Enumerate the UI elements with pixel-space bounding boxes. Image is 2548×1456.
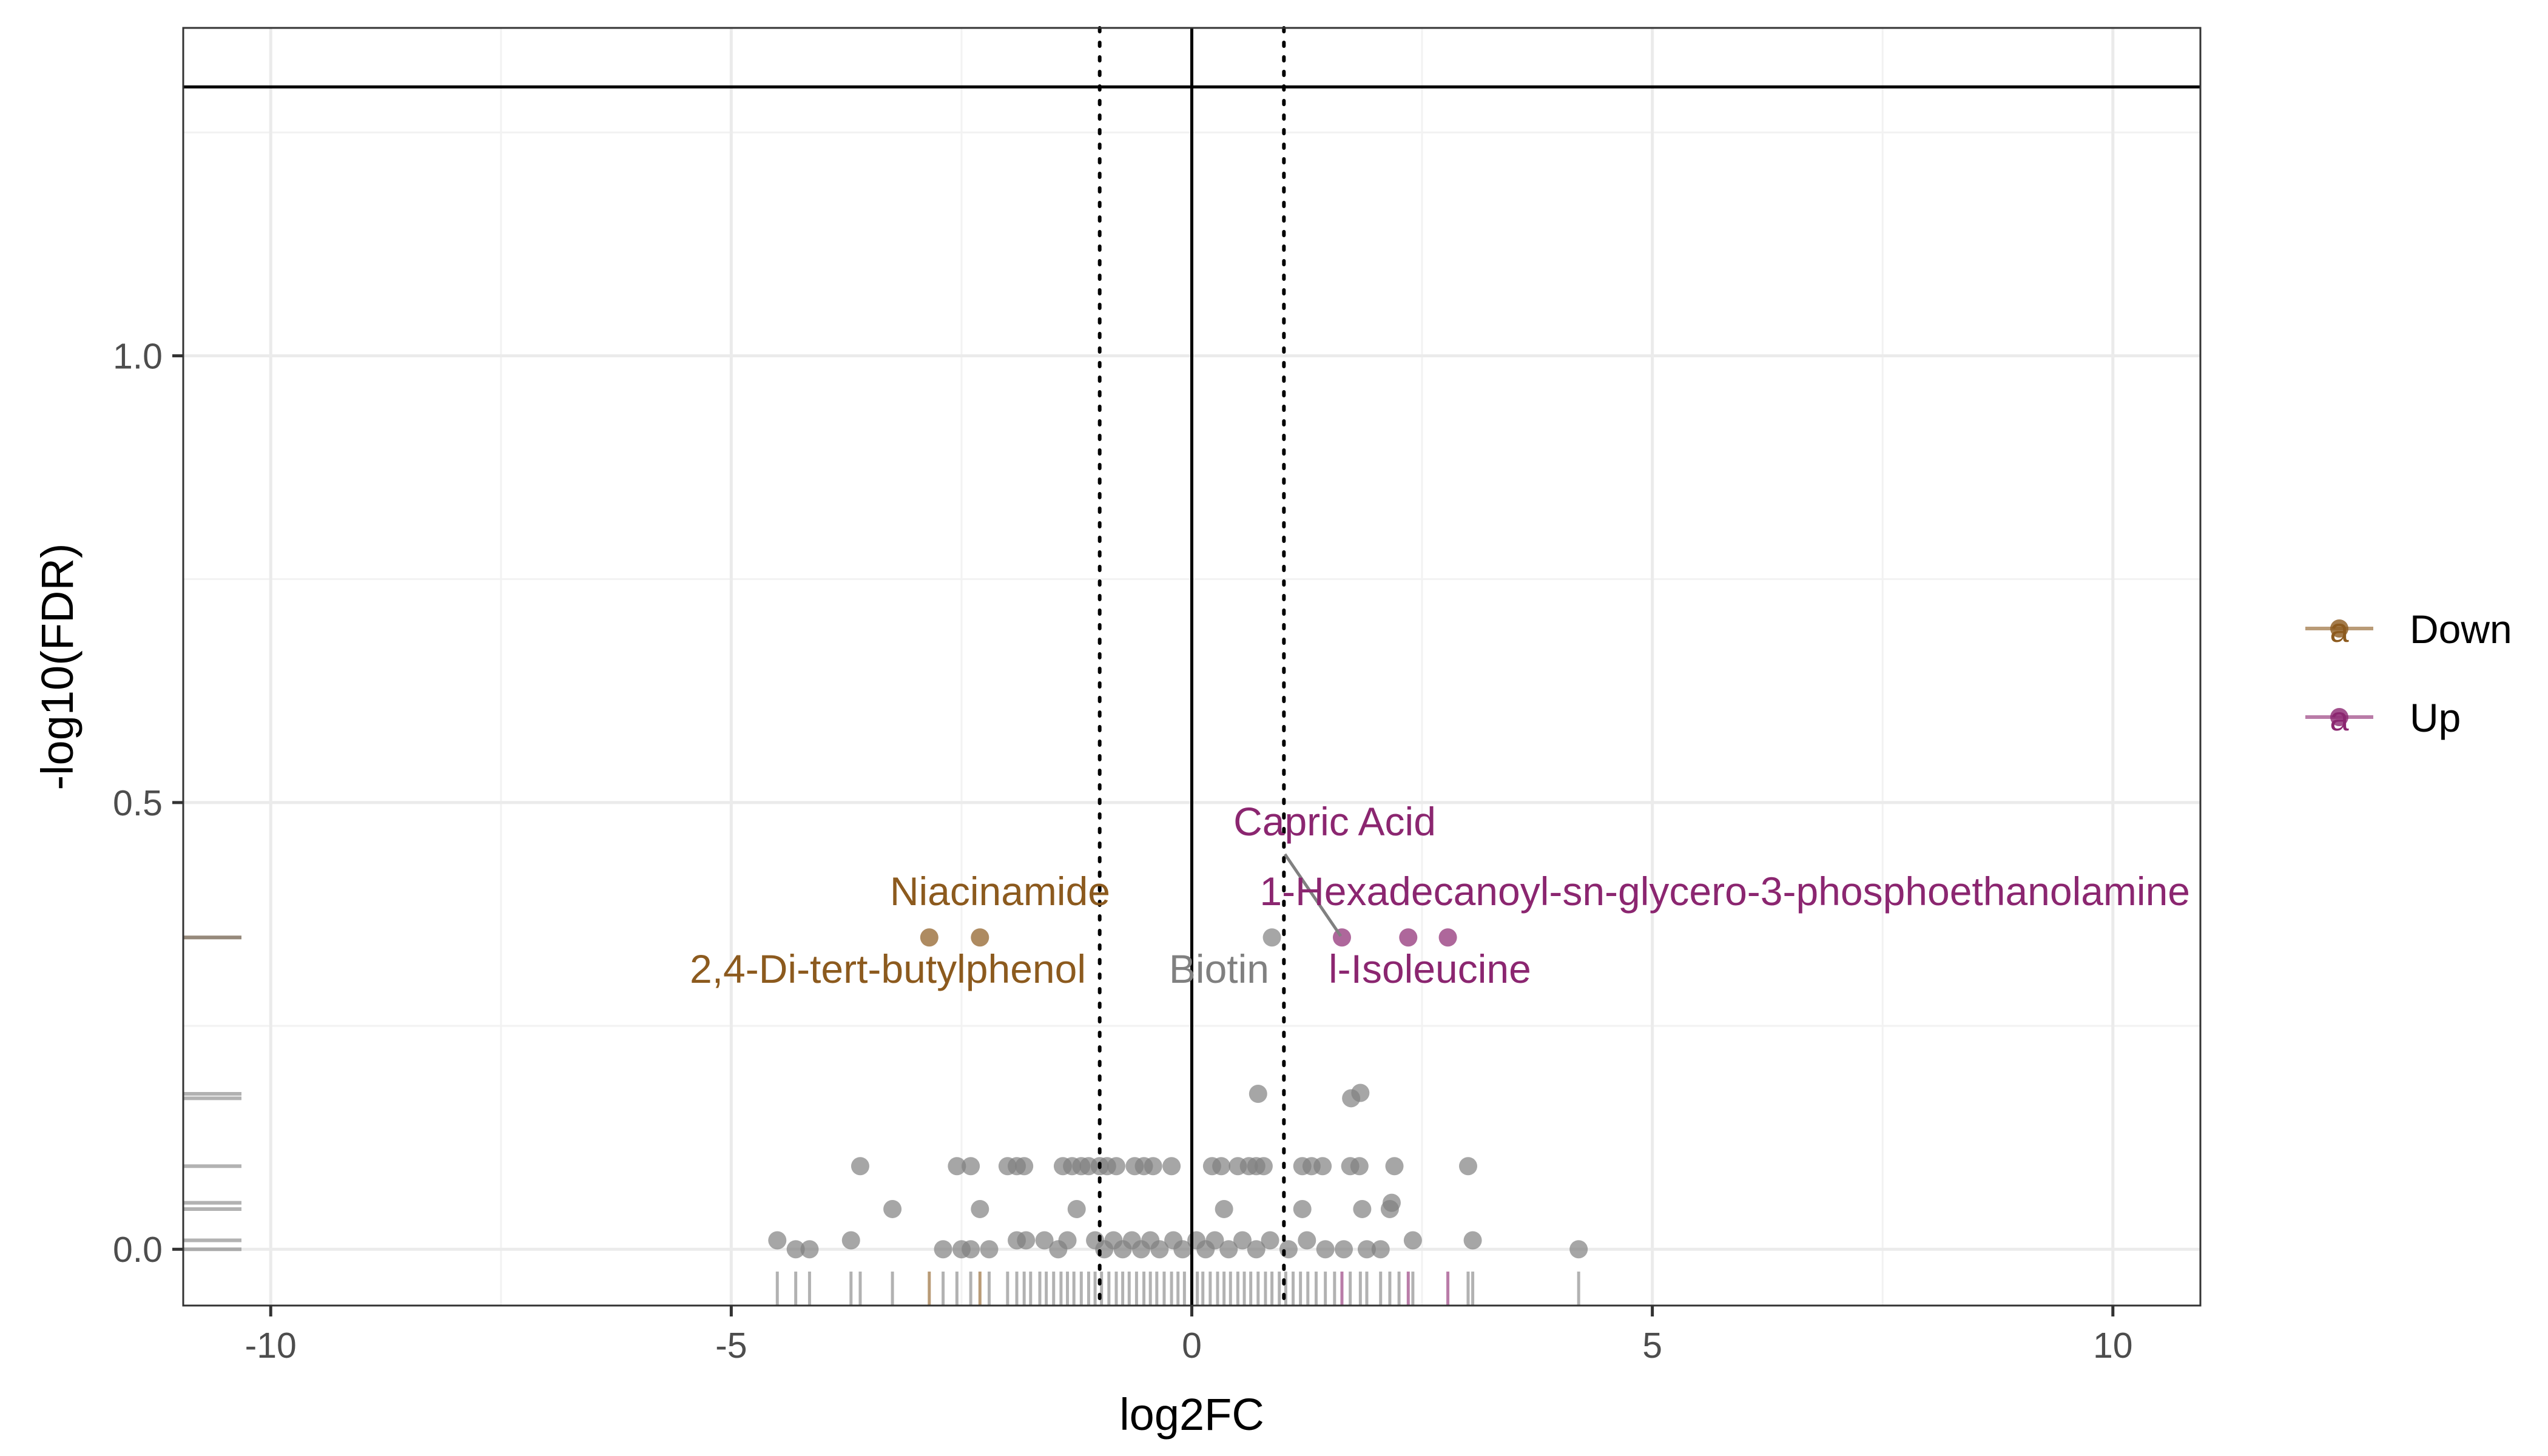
- y-axis-label: -log10(FDR): [32, 543, 83, 790]
- data-point: [1382, 1193, 1401, 1212]
- data-point: [1144, 1157, 1162, 1176]
- data-point: [1261, 1231, 1279, 1250]
- y-tick-label: 1.0: [113, 336, 163, 376]
- data-point: [1298, 1231, 1316, 1250]
- data-point: [962, 1157, 980, 1176]
- data-point: [1569, 1240, 1588, 1259]
- data-point: [1254, 1157, 1273, 1176]
- data-point: [883, 1199, 902, 1218]
- x-axis-label: log2FC: [1119, 1389, 1264, 1440]
- point-label: 1-Hexadecanoyl-sn-glycero-3-phosphoethan…: [1259, 869, 2190, 914]
- legend-key-glyph: a: [2330, 611, 2349, 649]
- data-point: [1219, 1240, 1238, 1259]
- data-point: [786, 1240, 805, 1259]
- data-point: [1233, 1231, 1252, 1250]
- data-point: [980, 1240, 999, 1259]
- data-point: [800, 1240, 819, 1259]
- data-point: [1067, 1199, 1086, 1218]
- data-point: [851, 1157, 869, 1176]
- data-point: [948, 1157, 966, 1176]
- x-tick-label: -5: [715, 1326, 747, 1366]
- data-point: [1162, 1157, 1181, 1176]
- y-tick-label: 0.0: [113, 1230, 163, 1270]
- data-point: [1313, 1157, 1332, 1176]
- y-tick-label: 0.5: [113, 783, 163, 823]
- data-point: [1212, 1157, 1231, 1176]
- rug-marks: [183, 935, 1580, 1306]
- data-points: [768, 928, 1588, 1259]
- data-point: [1371, 1240, 1390, 1259]
- x-tick-label: 10: [2093, 1326, 2133, 1366]
- data-point: [1463, 1231, 1482, 1250]
- data-point: [1173, 1240, 1192, 1259]
- axes: -10 -5 0 5 10 0.0 0.5 1.0: [113, 336, 2133, 1366]
- data-point: [1353, 1199, 1372, 1218]
- legend-key-glyph: a: [2330, 699, 2349, 738]
- data-point: [1399, 928, 1418, 947]
- data-point: [1350, 1157, 1369, 1176]
- data-point: [1438, 928, 1457, 947]
- legend-label: Down: [2410, 607, 2512, 652]
- data-point: [768, 1231, 787, 1250]
- reference-lines: [183, 26, 2200, 1307]
- point-labels: Niacinamide 2,4-Di-tert-butylphenol Biotin…: [690, 799, 2190, 991]
- data-point: [1279, 1240, 1298, 1259]
- data-point: [971, 1199, 989, 1218]
- data-point: [1035, 1231, 1054, 1250]
- data-point: [1316, 1240, 1335, 1259]
- x-tick-label: 5: [1642, 1326, 1662, 1366]
- label-connector: [1283, 853, 1343, 937]
- data-point: [1247, 1240, 1266, 1259]
- data-point: [1351, 1084, 1370, 1102]
- x-tick-label: -10: [245, 1326, 297, 1366]
- point-label: l-Isoleucine: [1329, 946, 1531, 991]
- data-point: [1058, 1231, 1077, 1250]
- legend-key-point: [2330, 619, 2348, 638]
- data-point: [1015, 1157, 1034, 1176]
- data-point: [971, 928, 989, 947]
- data-point: [1385, 1157, 1404, 1176]
- data-point: [1215, 1199, 1233, 1218]
- data-point: [1249, 1084, 1267, 1103]
- point-label: Capric Acid: [1233, 799, 1436, 844]
- x-tick-label: 0: [1182, 1326, 1202, 1366]
- point-label: Niacinamide: [890, 869, 1110, 914]
- data-point: [1205, 1231, 1224, 1250]
- data-point: [920, 928, 939, 947]
- data-point: [1458, 1157, 1477, 1176]
- data-point: [1262, 928, 1281, 947]
- data-point: [962, 1240, 980, 1259]
- data-point: [1017, 1231, 1036, 1250]
- point-label: 2,4-Di-tert-butylphenol: [690, 946, 1086, 991]
- point-label: Biotin: [1169, 946, 1269, 991]
- data-point: [841, 1231, 860, 1250]
- data-point: [1107, 1157, 1126, 1176]
- data-point: [1150, 1240, 1169, 1259]
- legend-key-point: [2330, 708, 2348, 726]
- legend-label: Up: [2410, 695, 2461, 740]
- data-point: [1335, 1240, 1353, 1259]
- data-point: [1403, 1231, 1422, 1250]
- legend: a Down a Up: [2305, 607, 2512, 740]
- data-point: [1357, 1240, 1376, 1259]
- data-point: [934, 1240, 952, 1259]
- data-point: [1293, 1199, 1312, 1218]
